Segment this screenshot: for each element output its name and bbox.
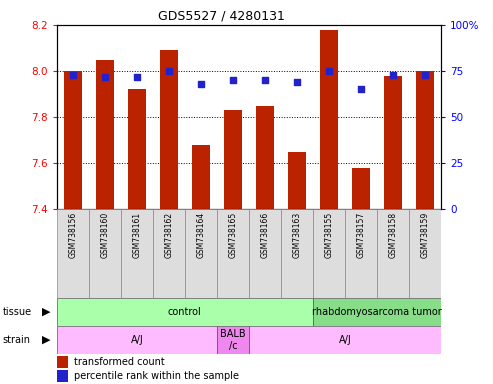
Bar [249, 326, 441, 354]
Bar [185, 209, 217, 298]
Point [325, 68, 333, 74]
Bar [281, 209, 313, 298]
Point [357, 86, 365, 93]
Text: GSM738164: GSM738164 [196, 212, 206, 258]
Bar [320, 30, 338, 209]
Bar [57, 370, 68, 382]
Point [229, 77, 237, 83]
Bar [128, 89, 145, 209]
Text: GSM738165: GSM738165 [228, 212, 238, 258]
Text: A/J: A/J [339, 335, 352, 345]
Bar [313, 209, 345, 298]
Bar [57, 356, 68, 367]
Bar [385, 76, 402, 209]
Text: ▶: ▶ [41, 335, 50, 345]
Bar [96, 60, 113, 209]
Point [101, 73, 108, 79]
Text: GSM738160: GSM738160 [100, 212, 109, 258]
Text: strain: strain [2, 335, 31, 345]
Bar [256, 106, 274, 209]
Point [69, 72, 77, 78]
Bar [217, 209, 249, 298]
Bar [153, 209, 185, 298]
Text: GSM738158: GSM738158 [388, 212, 398, 258]
Bar [417, 71, 434, 209]
Text: transformed count: transformed count [74, 357, 165, 367]
Text: rhabdomyosarcoma tumor: rhabdomyosarcoma tumor [312, 306, 442, 317]
Text: GSM738155: GSM738155 [324, 212, 334, 258]
Text: control: control [168, 306, 202, 317]
Text: percentile rank within the sample: percentile rank within the sample [74, 371, 239, 381]
Bar [352, 168, 370, 209]
Bar [192, 145, 210, 209]
Bar [57, 209, 89, 298]
Text: GSM738166: GSM738166 [260, 212, 270, 258]
Text: GSM738163: GSM738163 [292, 212, 302, 258]
Text: GDS5527 / 4280131: GDS5527 / 4280131 [158, 10, 285, 23]
Bar [409, 209, 441, 298]
Text: GSM738157: GSM738157 [356, 212, 366, 258]
Bar [160, 50, 177, 209]
Point [165, 68, 173, 74]
Bar [57, 326, 217, 354]
Bar [377, 209, 409, 298]
Bar [313, 298, 441, 326]
Point [133, 73, 141, 79]
Text: BALB
/c: BALB /c [220, 329, 246, 351]
Bar [345, 209, 377, 298]
Point [293, 79, 301, 85]
Text: GSM738161: GSM738161 [132, 212, 141, 258]
Text: GSM738162: GSM738162 [164, 212, 174, 258]
Text: ▶: ▶ [41, 306, 50, 317]
Text: GSM738159: GSM738159 [421, 212, 430, 258]
Bar [217, 326, 249, 354]
Bar [288, 152, 306, 209]
Point [197, 81, 205, 87]
Bar [121, 209, 153, 298]
Text: tissue: tissue [2, 306, 32, 317]
Point [389, 72, 397, 78]
Bar [249, 209, 281, 298]
Point [261, 77, 269, 83]
Bar [64, 71, 81, 209]
Bar [224, 110, 242, 209]
Bar [89, 209, 121, 298]
Text: A/J: A/J [131, 335, 143, 345]
Text: GSM738156: GSM738156 [68, 212, 77, 258]
Point [421, 72, 429, 78]
Bar [57, 298, 313, 326]
